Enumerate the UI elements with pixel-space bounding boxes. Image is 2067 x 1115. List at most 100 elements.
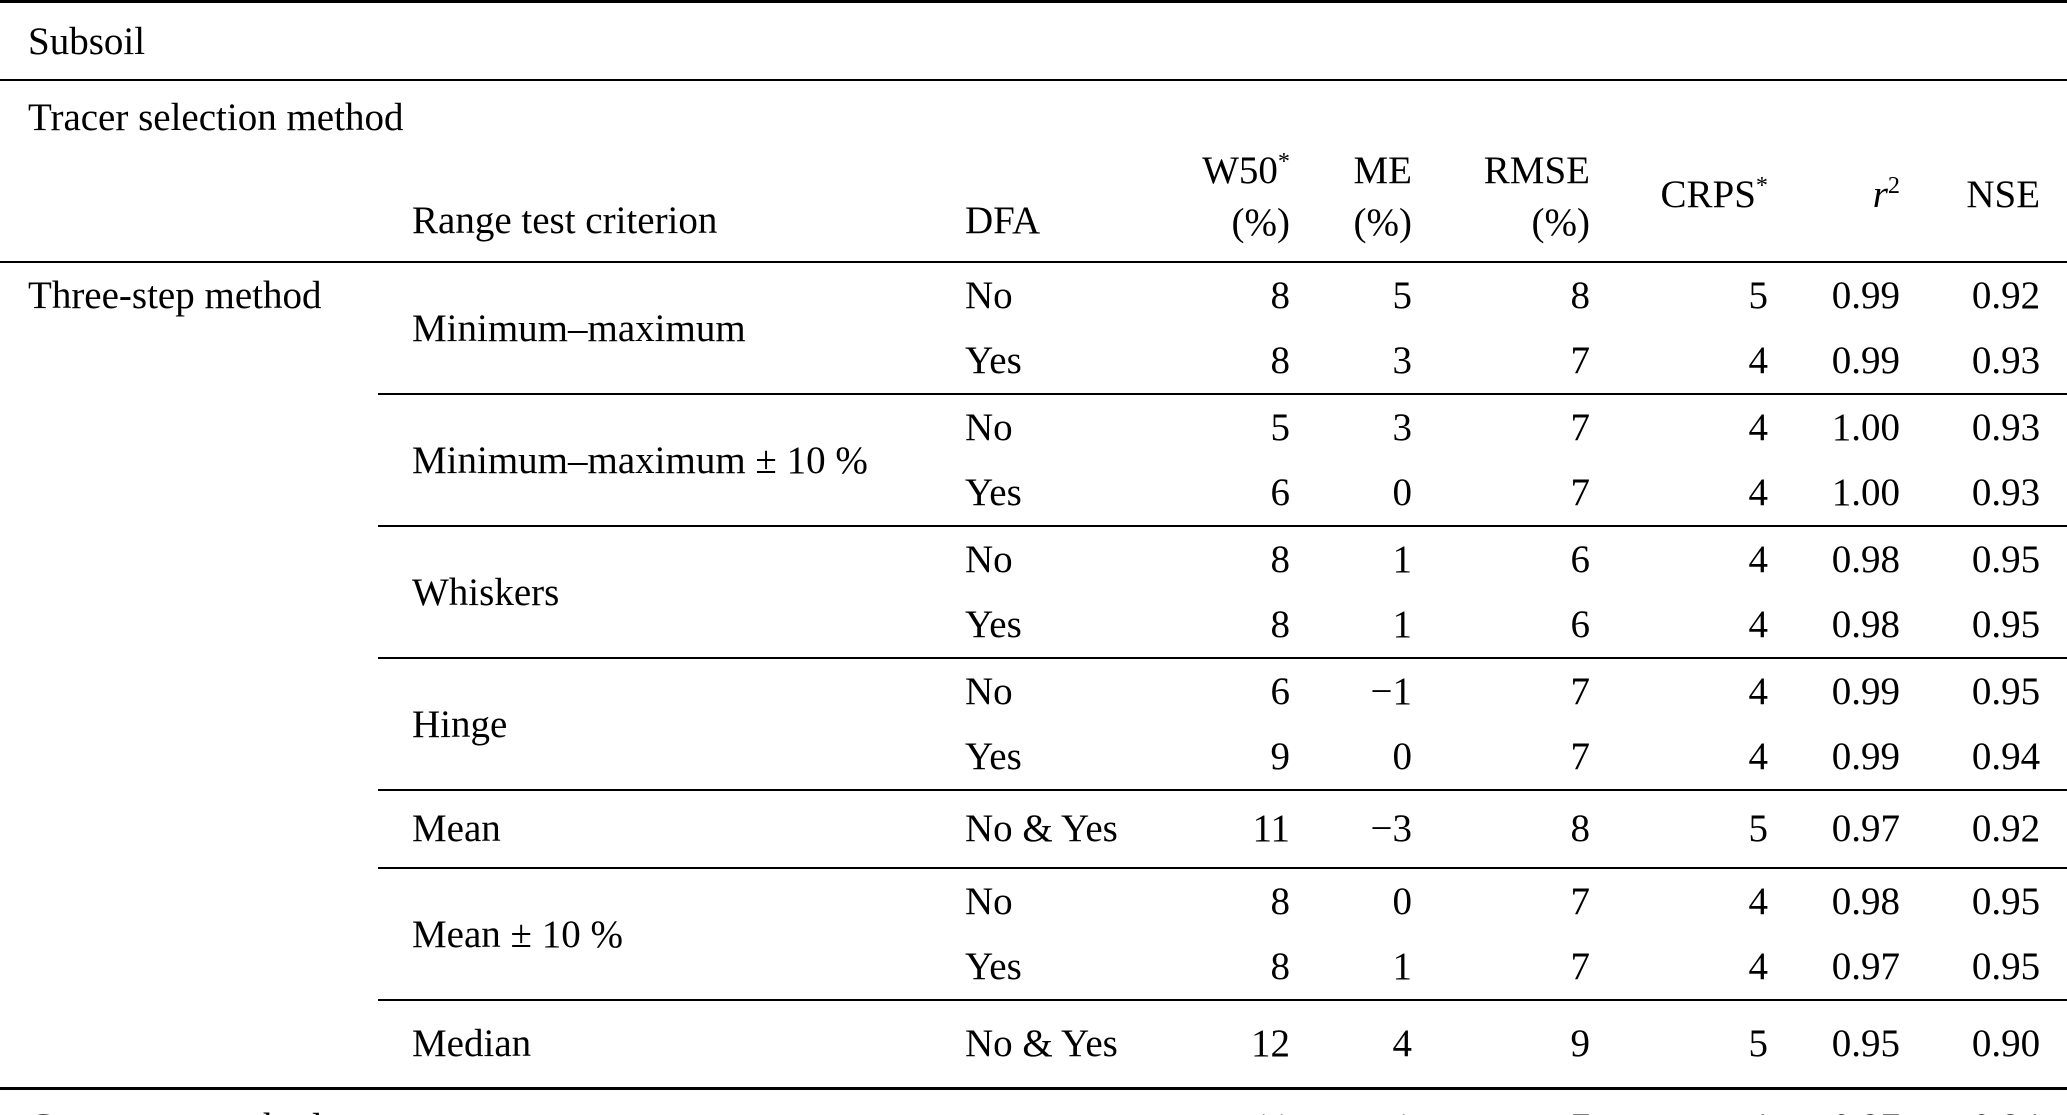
criterion-label: Minimum–maximum — [378, 262, 955, 395]
rmse-value: 9 — [1570, 1022, 1591, 1065]
table-row: Yes 8 1 6 4 0.98 0.95 — [0, 592, 2067, 659]
dfa-value: Yes — [955, 460, 1115, 527]
rmse-value: 8 — [1412, 790, 1590, 869]
r2-value: 0.98 — [1831, 538, 1900, 581]
nse-value: 0.90 — [1971, 1022, 2041, 1065]
w50-value: 9 — [1115, 724, 1290, 791]
criterion-label: Hinge — [378, 658, 955, 791]
r2-value: 0.99 — [1768, 328, 1900, 395]
r2-value: 0.98 — [1768, 592, 1900, 659]
me-value: 1 — [1290, 592, 1412, 659]
dfa-value: Yes — [955, 934, 1115, 1001]
rmse-value: 7 — [1570, 880, 1591, 923]
w50-value: 12 — [1251, 1022, 1290, 1065]
crps-value: 4 — [1590, 328, 1768, 395]
me-value: 3 — [1290, 328, 1412, 395]
col-header-r-squared: r2 — [1768, 80, 1900, 263]
rmse-value: 6 — [1570, 538, 1591, 581]
w50-value: 8 — [1270, 880, 1291, 923]
r2-value: 1.00 — [1768, 460, 1900, 527]
w50-unit: (%) — [1231, 201, 1290, 244]
w50-value: 8 — [1270, 274, 1291, 317]
me-value: 1 — [1392, 538, 1413, 581]
table-row: Mean ± 10 % No 8 0 7 4 0.98 0.95 — [0, 868, 2067, 1001]
rmse-value: 8 — [1570, 274, 1591, 317]
r2-value: 0.99 — [1831, 670, 1900, 713]
dfa-value: No — [965, 538, 1013, 581]
table-row: Consensus method 11 1 7 4 0.97 0.94 — [0, 1087, 2067, 1115]
section-title: Subsoil — [0, 1, 2067, 81]
crps-value: 4 — [1748, 880, 1769, 923]
nse-value: 0.95 — [1971, 880, 2041, 923]
col-header-me: ME (%) — [1290, 80, 1412, 263]
r2-value: 0.97 — [1768, 790, 1900, 869]
crps-value: 4 — [1590, 592, 1768, 659]
w50-value: 6 — [1270, 670, 1291, 713]
table-row: Minimum–maximum ± 10 % No 5 3 7 4 1.00 0… — [0, 394, 2067, 527]
dfa-value: Yes — [955, 592, 1115, 659]
rmse-value: 7 — [1570, 406, 1591, 449]
table-row: Subsoil — [0, 1, 2067, 81]
nse-value: 0.94 — [1900, 724, 2067, 791]
rmse-value: 7 — [1412, 934, 1590, 1001]
dfa-value: Yes — [955, 328, 1115, 395]
rmse-value: 7 — [1412, 724, 1590, 791]
crps-value: 4 — [1590, 1087, 1768, 1115]
r2-value: 0.97 — [1768, 1087, 1900, 1115]
me-unit: (%) — [1353, 201, 1412, 244]
me-value: 0 — [1392, 880, 1413, 923]
r2-value: 0.97 — [1768, 934, 1900, 1001]
crps-value: 4 — [1590, 460, 1768, 527]
nse-value: 0.95 — [1900, 592, 2067, 659]
nse-value: 0.93 — [1971, 406, 2041, 449]
table-row: Hinge No 6 −1 7 4 0.99 0.95 — [0, 658, 2067, 791]
col-header-nse: NSE — [1900, 80, 2067, 263]
dfa-value: No — [965, 274, 1013, 317]
rmse-value: 7 — [1412, 1087, 1590, 1115]
me-value: −1 — [1370, 670, 1413, 713]
rmse-value: 7 — [1412, 328, 1590, 395]
me-value: 4 — [1392, 1022, 1413, 1065]
nse-value: 0.92 — [1900, 790, 2067, 869]
col-header-rmse: RMSE (%) — [1412, 80, 1590, 263]
r2-value: 0.95 — [1831, 1022, 1900, 1065]
crps-value: 4 — [1748, 670, 1769, 713]
rmse-value: 6 — [1412, 592, 1590, 659]
crps-value: 5 — [1590, 790, 1768, 869]
crps-value: 4 — [1590, 724, 1768, 791]
me-value: 0 — [1290, 724, 1412, 791]
method-label-consensus: Consensus method — [0, 1087, 1115, 1115]
col-header-dfa: DFA — [955, 80, 1115, 263]
me-value: 3 — [1392, 406, 1413, 449]
rmse-value: 7 — [1570, 670, 1591, 713]
col-header-w50: W50* (%) — [1115, 80, 1290, 263]
criterion-label: Median — [412, 1022, 532, 1065]
col-header-range-test-criterion: Range test criterion — [378, 80, 955, 263]
crps-value: 5 — [1748, 1022, 1769, 1065]
dfa-value: Yes — [955, 724, 1115, 791]
col-header-crps: CRPS* — [1590, 80, 1768, 263]
dfa-value: No — [965, 406, 1013, 449]
nse-value: 0.92 — [1971, 274, 2041, 317]
table-header-row: Tracer selection method Range test crite… — [0, 80, 2067, 263]
criterion-label: Whiskers — [378, 526, 955, 659]
w50-value: 6 — [1115, 460, 1290, 527]
dfa-value: No & Yes — [965, 1022, 1118, 1065]
w50-value: 8 — [1115, 328, 1290, 395]
r2-value: 0.98 — [1831, 880, 1900, 923]
table-row: Whiskers No 8 1 6 4 0.98 0.95 — [0, 526, 2067, 659]
r2-value: 0.99 — [1768, 724, 1900, 791]
w50-value: 8 — [1115, 592, 1290, 659]
crps-value: 4 — [1748, 406, 1769, 449]
rmse-value: 7 — [1412, 460, 1590, 527]
crps-value: 4 — [1590, 934, 1768, 1001]
table-row: Mean No & Yes 11 −3 8 5 0.97 0.92 — [0, 790, 2067, 869]
me-value: −3 — [1290, 790, 1412, 869]
dfa-value: No & Yes — [955, 790, 1118, 869]
col-header-tracer-selection-method: Tracer selection method — [0, 80, 403, 263]
rmse-unit: (%) — [1531, 201, 1590, 244]
criterion-label: Mean ± 10 % — [378, 868, 955, 1001]
me-value: 5 — [1392, 274, 1413, 317]
